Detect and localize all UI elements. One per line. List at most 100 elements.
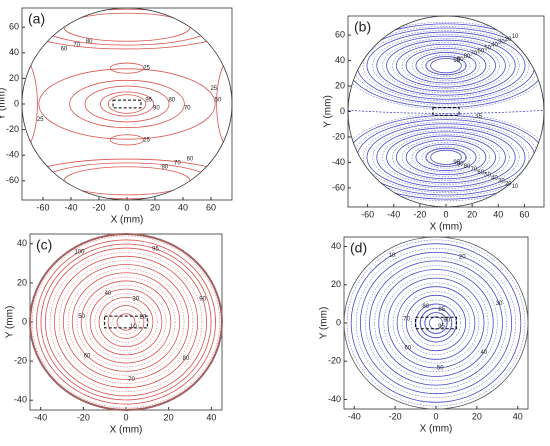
x-axis-label: X (mm) bbox=[430, 222, 463, 233]
contour-line bbox=[98, 296, 154, 348]
contour-line bbox=[84, 85, 170, 123]
contour-label: 50 bbox=[484, 173, 491, 179]
plot-frame bbox=[343, 236, 529, 410]
contour-line bbox=[376, 127, 516, 188]
contour-line bbox=[411, 50, 481, 81]
sample-outline bbox=[432, 107, 460, 116]
contour-line bbox=[42, 8, 212, 46]
contour-line bbox=[94, 293, 158, 351]
x-tick-label: 20 bbox=[164, 412, 174, 422]
x-tick-label: -20 bbox=[389, 411, 402, 421]
sample-outline bbox=[415, 316, 457, 330]
boundary bbox=[343, 236, 529, 410]
contour-line bbox=[44, 247, 208, 397]
contour-label: 40 bbox=[491, 43, 498, 49]
contour-line bbox=[430, 58, 462, 74]
y-tick-label: 40 bbox=[331, 241, 341, 251]
x-tick-label: -20 bbox=[413, 209, 426, 219]
contour-label: 85 bbox=[438, 307, 445, 313]
contour-label: 80 bbox=[86, 39, 93, 45]
contour-label: 70 bbox=[174, 160, 181, 166]
x-tick-label: 20 bbox=[467, 209, 477, 219]
x-tick-label: 40 bbox=[206, 412, 216, 422]
contour-line bbox=[107, 305, 145, 339]
y-tick-label: 20 bbox=[335, 80, 345, 90]
panel-label: (b) bbox=[354, 19, 371, 35]
contour-line bbox=[392, 134, 500, 181]
contour-label: 40 bbox=[105, 291, 112, 297]
contour-line bbox=[63, 166, 191, 196]
contour-line bbox=[372, 34, 520, 98]
y-axis-label: Y (mm) bbox=[323, 95, 334, 128]
y-tick-label: -40 bbox=[14, 395, 27, 405]
contour-line bbox=[382, 38, 510, 94]
x-tick-label: -60 bbox=[36, 202, 49, 212]
contour-label: 40 bbox=[480, 350, 487, 356]
contour-line bbox=[107, 94, 147, 114]
y-tick-label: -20 bbox=[14, 355, 27, 365]
x-axis-label: X (mm) bbox=[110, 425, 143, 436]
contour-label: 60 bbox=[477, 170, 484, 176]
contour-label: 70 bbox=[403, 317, 410, 323]
contour-line bbox=[346, 239, 526, 407]
sample-outline bbox=[104, 315, 148, 329]
contour-label: 90 bbox=[457, 161, 464, 167]
contour-line bbox=[22, 8, 232, 50]
contour-line bbox=[63, 12, 191, 42]
contours bbox=[346, 239, 526, 407]
contour-line bbox=[401, 138, 491, 177]
contour-label: 20 bbox=[140, 315, 147, 321]
contour-label: 25 bbox=[210, 86, 217, 92]
contour-line bbox=[31, 235, 221, 409]
contour-line bbox=[366, 123, 526, 192]
contour-line bbox=[426, 56, 466, 75]
y-axis-label: Y (mm) bbox=[0, 88, 8, 121]
x-tick-label: 60 bbox=[206, 202, 216, 212]
contour-line bbox=[359, 251, 513, 395]
x-tick-label: 0 bbox=[443, 209, 448, 219]
plot-frame bbox=[21, 7, 233, 201]
contour-label: 80 bbox=[182, 356, 189, 362]
contour-line bbox=[38, 68, 216, 140]
contour-label: 70 bbox=[73, 43, 80, 49]
contour-label: 25 bbox=[143, 137, 150, 143]
x-tick-label: 60 bbox=[519, 209, 529, 219]
contour-line bbox=[103, 301, 149, 343]
contour-label: 80 bbox=[464, 164, 471, 170]
contour-line bbox=[22, 158, 232, 200]
contour-line bbox=[100, 91, 155, 117]
contour-line bbox=[420, 308, 452, 338]
panel-label: (a) bbox=[28, 11, 45, 27]
contour-line bbox=[366, 31, 526, 100]
x-tick-label: -40 bbox=[348, 411, 361, 421]
contour-label: 50 bbox=[437, 365, 444, 371]
contour-line bbox=[89, 288, 163, 356]
contour-line bbox=[22, 52, 38, 156]
contour-line bbox=[425, 147, 467, 167]
contour-label: 90 bbox=[199, 297, 206, 303]
contour-line bbox=[425, 312, 447, 334]
contour-label: 80 bbox=[168, 98, 175, 104]
x-tick-label: 20 bbox=[150, 202, 160, 212]
contour-label: 70 bbox=[128, 377, 135, 383]
contour-line bbox=[372, 125, 520, 189]
x-tick-label: 20 bbox=[472, 411, 482, 421]
contour-label: 70 bbox=[184, 105, 191, 111]
contour-line bbox=[421, 54, 471, 77]
contour-label: 25 bbox=[143, 66, 150, 72]
contour-label: 60 bbox=[477, 48, 484, 54]
contours bbox=[22, 8, 232, 200]
panel-label: (c) bbox=[36, 237, 52, 253]
contour-label: 10 bbox=[512, 184, 519, 190]
boundary bbox=[21, 7, 233, 201]
contour-label: 10 bbox=[389, 253, 396, 259]
contour-label: 20 bbox=[505, 37, 512, 43]
contour-line bbox=[40, 243, 212, 401]
contour-label: 30 bbox=[498, 40, 505, 46]
contour-line bbox=[365, 256, 507, 390]
contour-label: 30 bbox=[498, 178, 505, 184]
contour-line bbox=[396, 286, 476, 360]
x-tick-label: 0 bbox=[124, 202, 129, 212]
